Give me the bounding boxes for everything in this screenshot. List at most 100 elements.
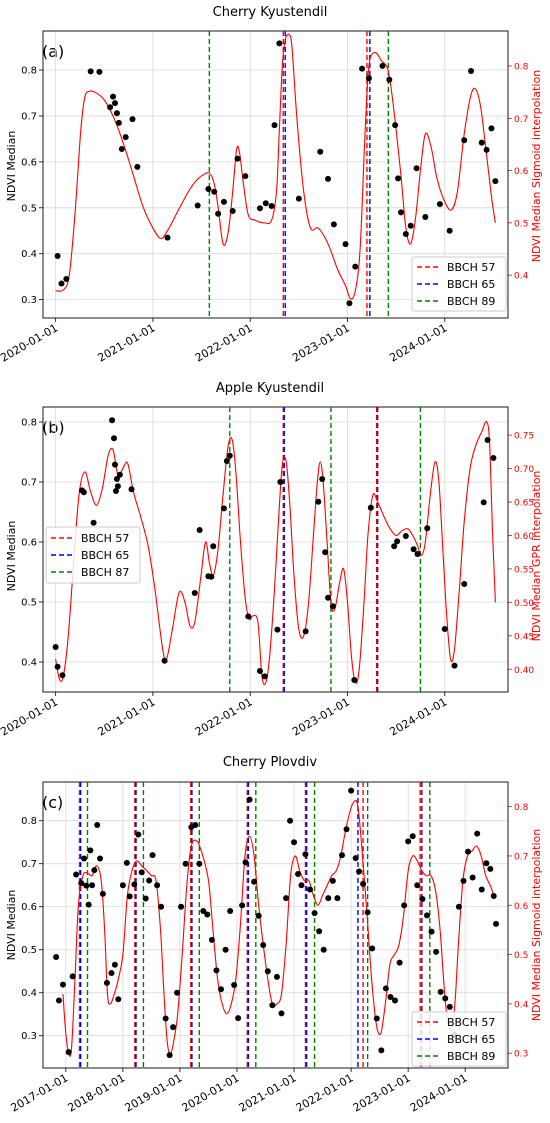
- panel-a-ndvi-point: [122, 134, 129, 141]
- panel-c-legend-bbch89: BBCH 89: [447, 1050, 495, 1063]
- panel-b-ndvi-point: [220, 505, 227, 512]
- panel-c-ndvi-point: [55, 997, 62, 1004]
- panel-c-ndvi-point: [396, 959, 403, 966]
- panel-c-ndvi-point: [170, 1024, 177, 1031]
- panel-c-ndvi-point: [325, 895, 332, 902]
- panel-a-ndvi-point: [295, 195, 302, 202]
- panel-b-ndvi-point: [367, 504, 374, 511]
- panel-c-ndvi-point: [460, 877, 467, 884]
- panel-b-legend-bbch87: BBCH 87: [81, 566, 129, 579]
- panel-c-ndvi-point: [401, 902, 408, 909]
- panel-c-ndvi-point: [373, 1015, 380, 1022]
- panel-a-ytick-label-right: 0.7: [514, 115, 528, 125]
- panel-b-ndvi-point: [451, 662, 458, 669]
- panel-b-ndvi-point: [223, 458, 230, 464]
- panel-a-legend: BBCH 57 BBCH 65 BBCH 89: [411, 256, 507, 312]
- panel-b-xtick-label: 2023-01-01: [290, 695, 352, 738]
- panel-b-xtick-label: 2022-01-01: [193, 695, 255, 738]
- panel-c-ylabel-left: NDVI Median: [5, 890, 18, 961]
- panel-c-ndvi-point: [487, 865, 494, 872]
- panel-a-ndvi-point: [468, 67, 475, 74]
- panel-c-ndvi-point: [493, 920, 500, 927]
- panel-c-title: Cherry Plovdiv: [223, 755, 318, 770]
- panel-c-ndvi-point: [378, 1047, 385, 1054]
- panel-c-axes-frame: [42, 781, 509, 1069]
- panel-a-ytick-label-right: 0.6: [514, 167, 529, 177]
- panel-c-ndvi-point: [204, 911, 211, 918]
- panel-c-ndvi-point: [302, 851, 309, 858]
- panel-c: Cherry Plovdiv (c) NDVI Median NDVI Medi…: [5, 755, 543, 1115]
- panel-c-ndvi-point: [162, 1015, 169, 1022]
- panel-c-legend-bbch65: BBCH 65: [447, 1033, 495, 1046]
- panel-b-interpolation-curve: [55, 420, 496, 686]
- panel-c-ndvi-point: [414, 882, 421, 889]
- panel-b-ytick-label-right: 0.50: [514, 599, 534, 609]
- panel-c-ndvi-point: [273, 973, 280, 980]
- panel-c-xtick-label: 2017-01-01: [8, 1071, 70, 1114]
- panel-b-legend-bbch57: BBCH 57: [81, 532, 129, 545]
- panel-a-legend-box: [411, 256, 507, 312]
- panel-b-ytick-label-right: 0.65: [514, 499, 534, 509]
- panel-b-title: Apple Kyustendil: [216, 381, 324, 396]
- panel-b-ndvi-point: [196, 527, 203, 533]
- panel-a-legend-bbch89: BBCH 89: [447, 295, 495, 308]
- panel-a-ndvi-point: [352, 263, 359, 270]
- panel-a-interpolation-curve: [55, 33, 496, 300]
- panel-a-ytick-label-left: 0.7: [21, 111, 37, 122]
- panel-c-xtick-label: 2018-01-01: [66, 1071, 128, 1114]
- panel-c-ndvi-point: [316, 928, 323, 935]
- panel-a-ndvi-point: [492, 178, 499, 185]
- panel-b-ndvi-point: [226, 452, 233, 459]
- panel-c-ndvi-point: [307, 886, 314, 893]
- panel-b-ndvi-point: [490, 455, 497, 461]
- panel-a-ndvi-point: [115, 119, 122, 126]
- panel-a-ndvi-point: [262, 200, 269, 207]
- panel-a: Cherry Kyustendil (a) NDVI Median NDVI M…: [0, 5, 543, 365]
- panel-c-ndvi-point: [490, 892, 497, 899]
- panel-c-ndvi-point: [483, 860, 490, 867]
- panel-c-ndvi-point: [59, 981, 66, 988]
- panel-a-ndvi-point: [164, 234, 171, 241]
- panel-a-ndvi-point: [271, 122, 278, 129]
- panel-c-ndvi-point: [178, 903, 185, 910]
- panel-c-ndvi-point: [338, 852, 345, 859]
- panel-c-ndvi-point: [291, 839, 298, 846]
- panel-c-ndvi-point: [465, 848, 472, 855]
- panel-b: Apple Kyustendil (b) NDVI Median NDVI Me…: [0, 381, 543, 739]
- panel-a-ndvi-point: [215, 210, 222, 217]
- panel-b-ytick-label-right: 0.60: [514, 532, 534, 542]
- panel-c-ndvi-point: [227, 908, 234, 915]
- panel-c-label: (c): [42, 793, 63, 812]
- panel-c-ndvi-point: [298, 882, 305, 889]
- panel-a-ytick-label-right: 0.5: [514, 219, 528, 229]
- panel-c-ndvi-point: [251, 878, 258, 885]
- panel-a-ndvi-point: [129, 116, 136, 123]
- panel-b-ytick-label-left: 0.7: [21, 478, 37, 489]
- panel-c-ndvi-point: [142, 895, 149, 902]
- panel-c-ndvi-point: [99, 890, 106, 897]
- panel-c-ytick-label-right: 0.5: [514, 951, 528, 961]
- panel-b-ytick-label-left: 0.5: [21, 598, 37, 609]
- panel-a-ylabel-left: NDVI Median: [5, 131, 18, 202]
- panel-c-ndvi-point: [478, 886, 485, 893]
- panel-c-ndvi-point: [419, 895, 426, 902]
- panel-c-ndvi-point: [382, 985, 389, 992]
- panel-c-ndvi-point: [423, 912, 430, 919]
- panel-b-ndvi-point: [322, 549, 329, 556]
- panel-b-ndvi-point: [128, 486, 135, 493]
- panel-a-ndvi-point: [461, 137, 468, 144]
- panel-c-ytick-label-left: 0.3: [21, 1031, 37, 1042]
- panel-c-ytick-label-left: 0.8: [21, 816, 37, 827]
- panel-c-ndvi-point: [126, 893, 133, 900]
- panel-a-ndvi-point: [276, 40, 283, 47]
- panel-c-ndvi-point: [174, 989, 181, 996]
- panel-a-xtick-label: 2023-01-01: [290, 321, 352, 364]
- panel-c-ndvi-point: [469, 874, 476, 881]
- panel-c-ndvi-point: [158, 903, 165, 910]
- panel-c-ndvi-point: [343, 826, 350, 833]
- panel-c-ytick-label-right: 0.7: [514, 852, 528, 862]
- panel-c-ndvi-point: [442, 995, 449, 1002]
- panel-c-ndvi-point: [409, 833, 416, 840]
- panel-c-xtick-label: 2019-01-01: [123, 1071, 185, 1114]
